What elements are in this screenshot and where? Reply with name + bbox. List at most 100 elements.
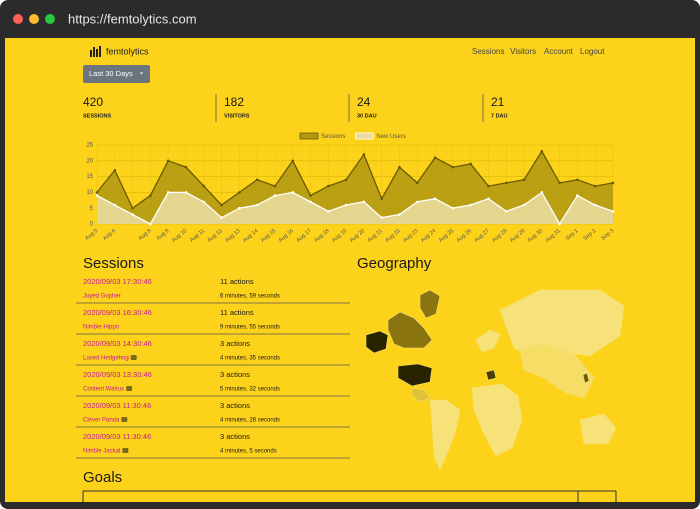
stat-value: 182 (224, 95, 244, 109)
point (309, 200, 312, 204)
point (611, 210, 615, 213)
point (576, 194, 579, 197)
point (522, 178, 526, 182)
nav-link[interactable]: Sessions (472, 47, 504, 56)
session-name[interactable]: Nimble Hippo (83, 325, 120, 331)
session-time[interactable]: 2020/09/03 17:30:46 (83, 277, 152, 286)
point (593, 184, 597, 188)
stat-label: VISITORS (224, 113, 250, 119)
point (184, 191, 188, 194)
point (291, 159, 295, 163)
y-tick-label: 5 (90, 206, 94, 212)
stat-value: 21 (491, 95, 505, 109)
point (166, 191, 170, 194)
brand[interactable]: femtolytics (106, 46, 149, 56)
point (95, 191, 99, 194)
range-button-label: Last 30 Days (89, 69, 133, 78)
session-time[interactable]: 2020/09/03 14:30:46 (83, 339, 152, 348)
dropdown-caret (140, 72, 143, 75)
session-time[interactable]: 2020/09/03 11:30:46 (83, 401, 151, 410)
page (5, 38, 695, 502)
point (398, 213, 401, 216)
point (327, 210, 330, 213)
device-icon (121, 417, 128, 422)
point (558, 222, 561, 226)
nav-link[interactable]: Visitors (510, 47, 536, 56)
session-time[interactable]: 2020/09/03 11:30:46 (83, 432, 151, 441)
point (238, 206, 241, 210)
point (487, 197, 490, 201)
session-actions: 3 actions (220, 370, 250, 379)
point (184, 165, 188, 169)
point (540, 191, 544, 194)
point (291, 191, 295, 194)
point (238, 191, 241, 194)
device-icon (130, 355, 137, 360)
session-name[interactable]: Loved Hedgehog (83, 356, 129, 362)
session-name[interactable]: Content Walrus (83, 387, 124, 393)
point (202, 200, 206, 204)
point (593, 203, 597, 207)
point (273, 194, 277, 197)
session-duration: 4 minutes, 35 seconds (220, 356, 280, 362)
point (398, 165, 401, 169)
session-duration: 4 minutes, 5 seconds (220, 449, 277, 455)
session-actions: 11 actions (220, 277, 254, 286)
stat-label: 30 DAU (357, 113, 377, 119)
point (220, 216, 223, 219)
series-line (96, 191, 614, 226)
point (220, 203, 223, 207)
point (131, 213, 134, 216)
world-map (365, 289, 625, 471)
stat-label: SESSIONS (83, 113, 111, 119)
point (380, 197, 383, 201)
y-tick-label: 20 (86, 158, 93, 164)
maximize-button[interactable] (45, 14, 55, 24)
legend-label: New Users (376, 134, 405, 140)
point (451, 206, 455, 210)
point (611, 181, 615, 185)
stat-label: 7 DAU (491, 113, 508, 119)
point (380, 216, 383, 219)
point (344, 178, 348, 182)
point (558, 181, 561, 185)
point (362, 153, 366, 156)
point (522, 203, 526, 207)
session-actions: 11 actions (220, 308, 254, 317)
session-duration: 6 minutes, 59 seconds (220, 294, 280, 300)
point (255, 203, 259, 207)
session-duration: 9 minutes, 55 seconds (220, 325, 280, 331)
point (166, 159, 170, 163)
y-tick-label: 15 (86, 174, 93, 180)
point (149, 222, 152, 226)
point (149, 194, 152, 197)
point (504, 210, 508, 213)
session-name[interactable]: Nimble Jackal (83, 449, 120, 455)
legend-swatch (299, 132, 319, 140)
point (576, 178, 579, 182)
point (415, 200, 419, 204)
y-tick-label: 25 (86, 143, 93, 149)
legend-label: Sessions (321, 134, 345, 140)
geography-title: Geography (357, 255, 432, 272)
point (95, 194, 99, 197)
minimize-button[interactable] (29, 14, 39, 24)
session-time[interactable]: 2020/09/03 13:30:46 (83, 370, 152, 379)
point (202, 184, 206, 188)
goals-title: Goals (83, 469, 122, 486)
y-tick-label: 10 (86, 190, 93, 196)
session-actions: 3 actions (220, 401, 250, 410)
logo-icon (90, 46, 101, 57)
point (540, 150, 544, 153)
session-name[interactable]: Clever Panda (83, 418, 120, 424)
close-button[interactable] (13, 14, 23, 24)
nav-link[interactable]: Logout (580, 47, 605, 56)
device-icon (126, 386, 133, 391)
session-name[interactable]: Joyed Gopher (83, 294, 121, 300)
point (433, 156, 437, 159)
range-button[interactable] (83, 65, 150, 83)
nav-link[interactable]: Account (544, 47, 574, 56)
point (504, 181, 508, 185)
point (415, 181, 419, 185)
session-time[interactable]: 2020/09/03 16:30:46 (83, 308, 152, 317)
